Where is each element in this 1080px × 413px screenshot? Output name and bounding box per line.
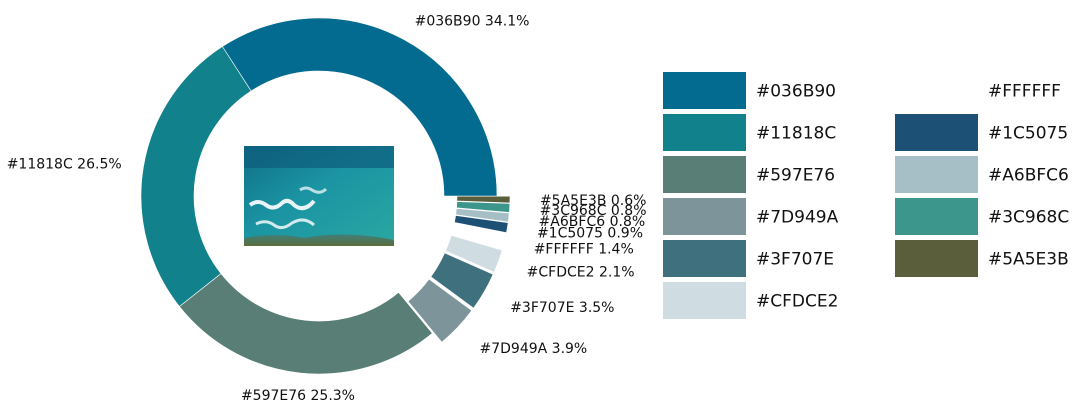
legend-label: #7D949A [756, 208, 839, 228]
photo-wave-1 [248, 198, 316, 211]
photo-deep-water [244, 146, 394, 168]
donut-slice [140, 46, 252, 307]
donut-slice [430, 252, 494, 309]
slice-label: #1C5075 0.9% [537, 226, 643, 242]
donut-slice [221, 17, 498, 197]
donut-slice [445, 234, 503, 273]
legend-label: #5A5E3B [988, 250, 1069, 270]
slice-label: #3F707E 3.5% [510, 300, 614, 316]
legend-swatch [895, 114, 978, 151]
legend-swatch [895, 198, 978, 235]
legend-swatch [663, 156, 746, 193]
slice-label: #A6BFC6 0.8% [539, 214, 646, 230]
donut-slice [407, 278, 473, 343]
donut-slice [456, 201, 511, 213]
legend-swatch [895, 72, 978, 109]
slice-labels-layer: #036B90 34.1% #11818C 26.5% #597E76 25.3% #… [7, 13, 647, 404]
slice-label: #5A5E3B 0.6% [540, 193, 647, 209]
legend: #036B90 #11818C #597E76 #7D949A #3F707E #CFDC… [663, 72, 1069, 319]
legend-swatch [895, 240, 978, 277]
slice-label: #597E76 25.3% [241, 388, 355, 404]
legend-label: #597E76 [756, 166, 835, 186]
legend-label: #A6BFC6 [988, 166, 1069, 186]
slices-layer [140, 17, 511, 375]
legend-label: #CFDCE2 [756, 292, 838, 312]
slice-label: #CFDCE2 2.1% [527, 265, 635, 281]
legend-swatch [663, 240, 746, 277]
slice-label: #036B90 34.1% [415, 13, 530, 29]
center-sea-photo [244, 146, 394, 246]
legend-label: #3F707E [756, 250, 834, 270]
legend-swatch [895, 156, 978, 193]
legend-swatch [663, 282, 746, 319]
legend-swatch [663, 198, 746, 235]
photo-wave-2 [255, 218, 316, 230]
legend-label: #11818C [756, 124, 836, 144]
donut-slice [455, 208, 510, 223]
donut-slice [454, 215, 509, 233]
slice-label: #11818C 26.5% [7, 156, 122, 172]
legend-label: #FFFFFF [988, 82, 1061, 102]
slice-label: #3C968C 0.8% [540, 203, 647, 219]
legend-swatch [663, 72, 746, 109]
donut-slice [451, 222, 507, 250]
donut-slice [456, 195, 511, 204]
photo-wave-3 [299, 186, 328, 194]
legend-label: #3C968C [988, 208, 1069, 228]
donut-slice [179, 273, 433, 375]
slice-label: #FFFFFF 1.4% [534, 241, 634, 257]
legend-label: #036B90 [756, 82, 836, 102]
legend-label: #1C5075 [988, 124, 1068, 144]
photo-shore [244, 234, 394, 246]
legend-swatch [663, 114, 746, 151]
slice-label: #7D949A 3.9% [480, 341, 588, 357]
